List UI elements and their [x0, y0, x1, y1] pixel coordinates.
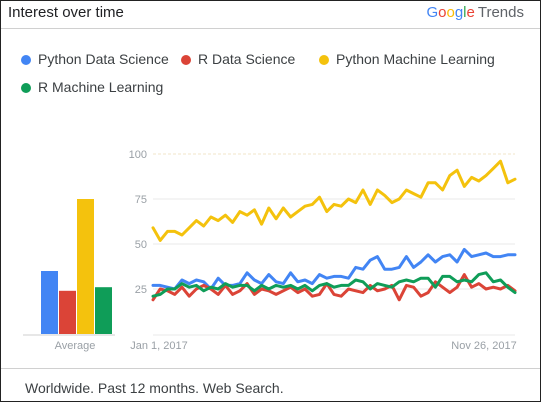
brand-letter: o [446, 4, 455, 21]
average-bar [95, 287, 112, 334]
legend-label: Python Data Science [38, 51, 169, 67]
y-tick-label: 25 [135, 284, 147, 296]
series-line [151, 247, 517, 291]
series-line [151, 159, 517, 242]
google-trends-logo: Google Trends [426, 4, 524, 21]
series-line [151, 273, 517, 302]
brand-suffix: Trends [477, 4, 524, 21]
brand-letter: l [463, 4, 467, 21]
legend-item[interactable]: Python Data Science [21, 51, 169, 67]
footer-divider [1, 368, 540, 369]
legend-swatch [181, 55, 191, 65]
x-tick-label: Nov 26, 2017 [451, 340, 516, 352]
series-line [151, 271, 517, 298]
brand-letter: G [426, 4, 439, 21]
legend-item[interactable]: R Machine Learning [21, 79, 163, 95]
average-bar [41, 271, 58, 334]
y-tick-label: 75 [135, 194, 147, 206]
brand-letter: e [466, 4, 475, 21]
legend-item[interactable]: R Data Science [181, 51, 295, 67]
card-title: Interest over time [8, 4, 124, 21]
x-tick-label: Jan 1, 2017 [130, 340, 188, 352]
y-tick-label: 50 [135, 239, 147, 251]
legend-label: R Machine Learning [38, 79, 164, 95]
header-divider [1, 28, 540, 29]
legend-swatch [21, 55, 31, 65]
average-bar [77, 199, 94, 334]
legend-swatch [21, 83, 31, 93]
card-header: Interest over time Google Trends [1, 1, 540, 27]
brand-letter: o [438, 4, 447, 21]
average-label: Average [55, 340, 96, 352]
y-tick-label: 100 [129, 149, 147, 161]
average-bar [59, 290, 76, 334]
legend-label: R Data Science [198, 51, 296, 67]
brand-letter: g [454, 4, 464, 21]
legend-swatch [319, 55, 329, 65]
footer-note: Worldwide. Past 12 months. Web Search. [25, 380, 284, 396]
legend-item[interactable]: Python Machine Learning [319, 51, 495, 67]
legend-label: Python Machine Learning [336, 51, 495, 67]
